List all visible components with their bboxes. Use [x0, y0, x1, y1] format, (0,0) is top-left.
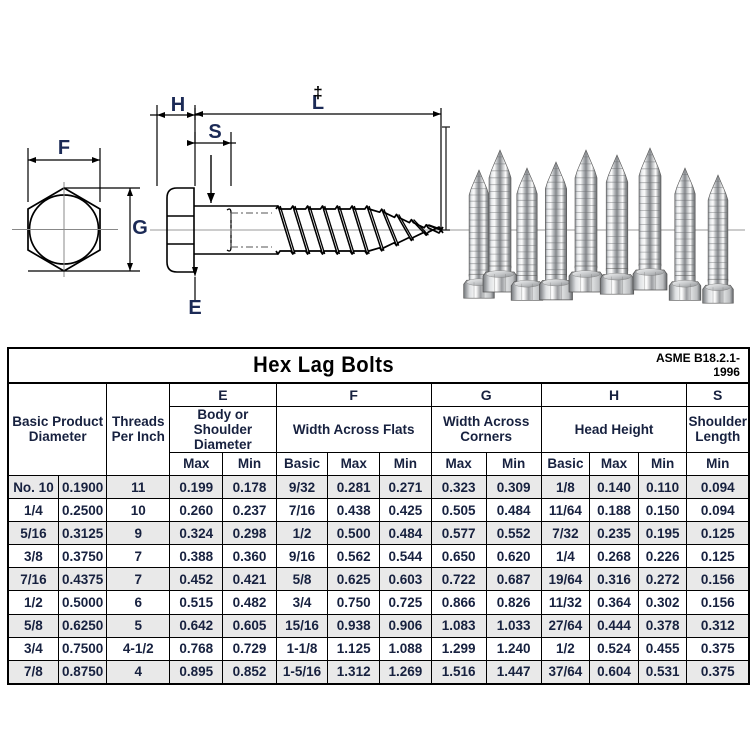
svg-text:F: F: [58, 137, 70, 159]
svg-text:‡: ‡: [313, 83, 322, 102]
svg-text:S: S: [208, 121, 221, 143]
svg-text:H: H: [171, 94, 185, 116]
svg-text:E: E: [188, 297, 201, 319]
svg-text:G: G: [132, 217, 148, 239]
